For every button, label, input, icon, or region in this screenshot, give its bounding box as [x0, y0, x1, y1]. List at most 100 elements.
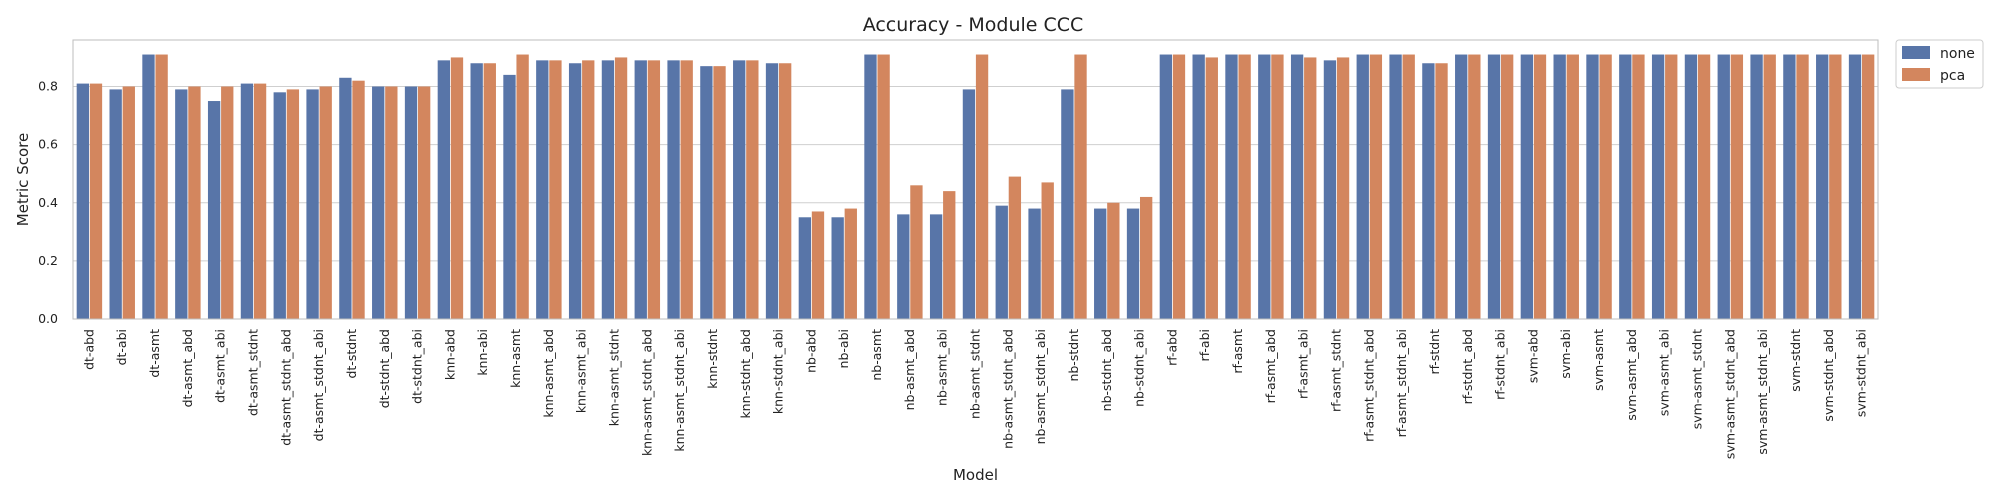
bar-none-nb-stdnt_abd — [1094, 208, 1107, 319]
x-tick-label: svm-asmt_stdnt_abd — [1722, 329, 1737, 459]
bar-pca-svm-stdnt — [1796, 54, 1809, 319]
bar-pca-svm-asmt_stdnt_abd — [1730, 54, 1744, 319]
bar-none-svm-stdnt — [1783, 54, 1796, 319]
bar-pca-dt-stdnt — [352, 80, 365, 319]
bar-none-nb-asmt_abi — [929, 214, 943, 319]
bar-pca-knn-asmt_stdnt_abd — [647, 60, 661, 319]
x-tick-label: knn-asmt_abd — [541, 329, 556, 418]
x-tick-label: svm-asmt_stdnt — [1690, 329, 1705, 429]
bar-none-nb-asmt — [864, 54, 877, 319]
x-tick-label: dt-abd — [81, 329, 96, 370]
x-tick-label: dt-asmt_abi — [213, 329, 228, 403]
bar-none-knn-asmt — [503, 74, 516, 319]
bar-none-svm-asmt_stdnt_abd — [1717, 54, 1730, 319]
bar-pca-nb-abi — [844, 208, 857, 319]
bar-pca-rf-asmt_abd — [1271, 54, 1284, 319]
x-tick-label: dt-stdnt_abd — [377, 329, 392, 408]
bar-none-rf-asmt_stdnt — [1323, 60, 1337, 319]
bar-none-rf-stdnt_abi — [1487, 54, 1501, 319]
legend: none pca — [1895, 39, 1984, 89]
x-tick-label: knn-stdnt_abi — [771, 329, 786, 414]
bar-none-knn-asmt_stdnt — [601, 60, 615, 319]
bar-pca-svm-asmt_abd — [1632, 54, 1645, 319]
legend-swatch-none — [1902, 46, 1930, 59]
bar-pca-rf-asmt — [1238, 54, 1251, 319]
x-tick-label: knn-stdnt — [705, 329, 720, 389]
y-tick-label: 0.2 — [38, 253, 58, 268]
x-tick-label: svm-stdnt_abi — [1854, 329, 1869, 417]
bar-none-nb-abi — [831, 217, 844, 319]
bar-none-dt-stdnt_abi — [404, 86, 418, 319]
x-tick-label: dt-stdnt — [344, 329, 359, 379]
x-tick-label: dt-asmt_stdnt — [246, 329, 261, 416]
x-tick-label: knn-asmt_stdnt — [607, 329, 622, 426]
x-tick-label: svm-asmt_stdnt_abi — [1755, 329, 1770, 455]
x-tick-label: rf-stdnt — [1427, 329, 1442, 375]
bar-none-nb-asmt_stdnt — [962, 89, 976, 319]
x-tick-label: svm-asmt — [1591, 329, 1606, 391]
x-tick-label: nb-asmt — [869, 329, 884, 381]
x-tick-label: knn-abi — [475, 329, 490, 376]
x-tick-label: rf-abd — [1164, 329, 1179, 366]
bar-none-rf-asmt — [1225, 54, 1238, 319]
bar-none-rf-asmt_abi — [1290, 54, 1304, 319]
x-tick-label: rf-abi — [1197, 329, 1212, 361]
x-tick-label: nb-asmt_stdnt_abi — [1033, 329, 1048, 444]
x-tick-label: knn-abd — [442, 329, 457, 380]
x-tick-label: svm-abd — [1525, 329, 1540, 383]
x-tick-label: nb-abd — [803, 329, 818, 373]
bar-none-dt-abd — [76, 83, 90, 319]
bar-pca-rf-asmt_stdnt_abi — [1402, 54, 1415, 319]
x-tick-label: dt-asmt_stdnt_abd — [278, 329, 293, 446]
x-tick-label: nb-stdnt — [1066, 329, 1081, 382]
x-tick-label: svm-abi — [1558, 329, 1573, 379]
bar-pca-rf-asmt_stdnt — [1336, 57, 1350, 319]
bar-pca-dt-abi — [122, 86, 135, 319]
x-tick-label: rf-asmt_stdnt — [1329, 329, 1344, 412]
bar-pca-nb-asmt — [877, 54, 890, 319]
x-tick-label: svm-stdnt_abd — [1821, 329, 1836, 422]
bar-none-dt-asmt_abd — [175, 89, 188, 319]
x-tick-label: nb-stdnt_abd — [1099, 329, 1114, 411]
x-tick-label: dt-stdnt_abi — [410, 329, 425, 404]
bar-none-knn-abd — [437, 60, 451, 319]
legend-swatch-pca — [1902, 68, 1930, 81]
bar-none-knn-asmt_stdnt_abd — [634, 60, 647, 319]
bar-none-svm-abd — [1520, 54, 1534, 319]
bar-none-dt-asmt_stdnt — [240, 83, 254, 319]
bar-pca-dt-asmt_stdnt_abd — [286, 89, 300, 319]
bar-pca-svm-asmt_stdnt — [1697, 54, 1711, 319]
x-axis-label: Model — [953, 466, 998, 484]
y-axis-label: Metric Score — [14, 133, 32, 226]
bar-pca-svm-stdnt_abd — [1829, 54, 1842, 319]
x-tick-label: rf-asmt_stdnt_abi — [1394, 329, 1409, 437]
x-tick-label: knn-stdnt_abd — [738, 329, 753, 419]
bar-none-dt-asmt_stdnt_abd — [273, 92, 286, 319]
bar-pca-dt-asmt_abd — [188, 86, 201, 319]
x-tick-label: rf-stdnt_abi — [1493, 329, 1508, 400]
bar-none-rf-abi — [1192, 54, 1205, 319]
bar-none-svm-asmt_abd — [1619, 54, 1632, 319]
bar-none-dt-stdnt_abd — [372, 86, 385, 319]
bar-none-svm-asmt — [1586, 54, 1599, 319]
bar-none-rf-asmt_stdnt_abi — [1389, 54, 1402, 319]
x-tick-label: rf-asmt_abi — [1296, 329, 1311, 399]
bar-pca-rf-abi — [1205, 57, 1218, 319]
bar-pca-dt-abd — [89, 83, 103, 319]
bar-none-rf-stdnt_abd — [1455, 54, 1468, 319]
x-tick-label: rf-asmt_abd — [1263, 329, 1278, 403]
x-tick-label: dt-asmt — [147, 329, 162, 378]
bar-pca-rf-asmt_stdnt_abd — [1369, 54, 1383, 319]
bar-none-svm-asmt_abi — [1651, 54, 1665, 319]
bar-pca-dt-asmt_stdnt — [253, 83, 267, 319]
bar-pca-knn-stdnt_abi — [778, 63, 792, 319]
x-tick-label: dt-asmt_stdnt_abi — [311, 329, 326, 441]
bar-pca-rf-stdnt_abi — [1500, 54, 1514, 319]
x-tick-label: nb-asmt_stdnt — [968, 329, 983, 419]
bar-pca-dt-asmt_stdnt_abi — [319, 86, 332, 319]
x-tick-label: nb-abi — [836, 329, 851, 368]
y-tick-label: 0.8 — [38, 79, 58, 94]
bar-pca-dt-asmt_abi — [221, 86, 234, 319]
bar-none-svm-asmt_stdnt — [1684, 54, 1698, 319]
bar-none-knn-stdnt_abd — [733, 60, 746, 319]
